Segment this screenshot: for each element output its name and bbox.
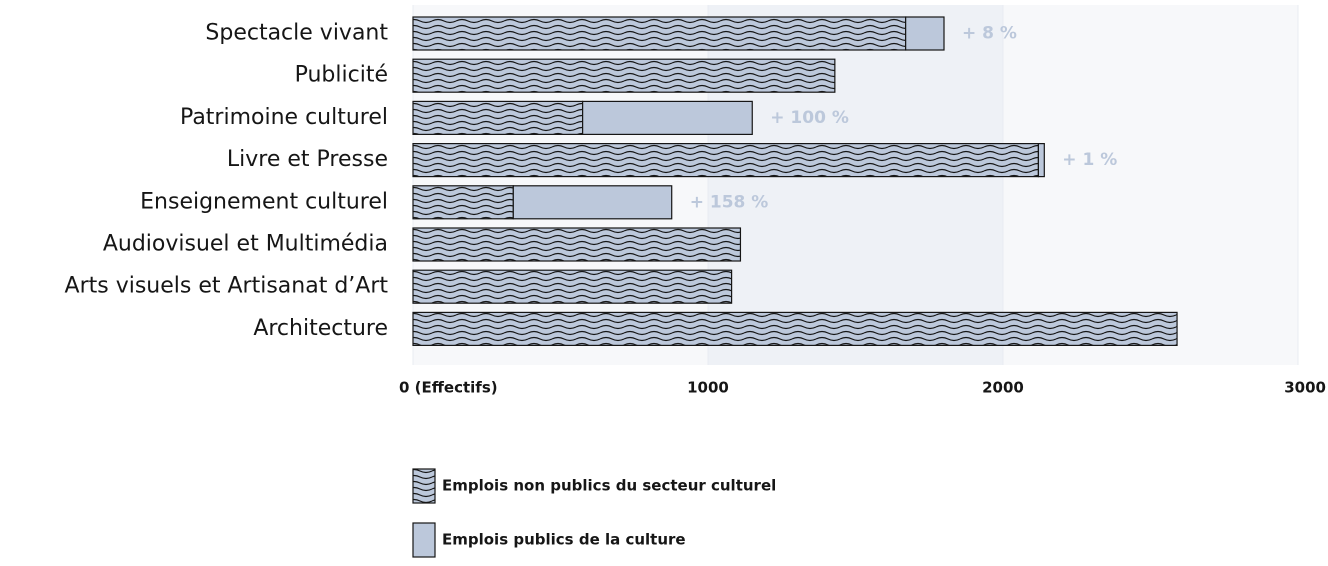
bar <box>582 100 753 136</box>
bar <box>1037 143 1045 178</box>
bar <box>412 311 1178 346</box>
y-tick-label: Architecture <box>253 316 388 341</box>
x-tick-label: 2000 <box>982 379 1024 397</box>
annotation: + 158 % <box>690 192 769 212</box>
annotation: + 1 % <box>1062 150 1117 170</box>
bar <box>412 143 1040 178</box>
bar <box>412 16 907 51</box>
annotation: + 8 % <box>962 24 1017 44</box>
bar <box>412 227 742 262</box>
bar <box>512 185 673 220</box>
x-tick-label: 3000 <box>1284 379 1326 397</box>
bar <box>905 16 945 51</box>
bar <box>412 185 514 220</box>
bar <box>412 100 584 136</box>
y-tick-label: Livre et Presse <box>227 147 388 172</box>
legend-swatch <box>412 522 436 558</box>
y-tick-label: Audiovisuel et Multimédia <box>103 232 388 257</box>
bar <box>412 58 836 93</box>
y-tick-label: Arts visuels et Artisanat d’Art <box>65 274 389 299</box>
x-tick-label: 1000 <box>687 379 729 397</box>
y-tick-label: Patrimoine culturel <box>180 105 388 130</box>
x-tick-label: 0 (Effectifs) <box>399 379 498 397</box>
plot-band <box>1003 5 1298 365</box>
y-tick-label: Spectacle vivant <box>205 21 388 46</box>
annotation: + 100 % <box>770 108 849 128</box>
legend-swatch <box>412 468 436 504</box>
y-tick-label: Enseignement culturel <box>140 189 388 214</box>
bar <box>412 269 733 304</box>
y-tick-label: Publicité <box>295 63 388 88</box>
legend-label: Emplois non publics du secteur culturel <box>442 477 776 495</box>
legend-label: Emplois publics de la culture <box>442 531 686 549</box>
